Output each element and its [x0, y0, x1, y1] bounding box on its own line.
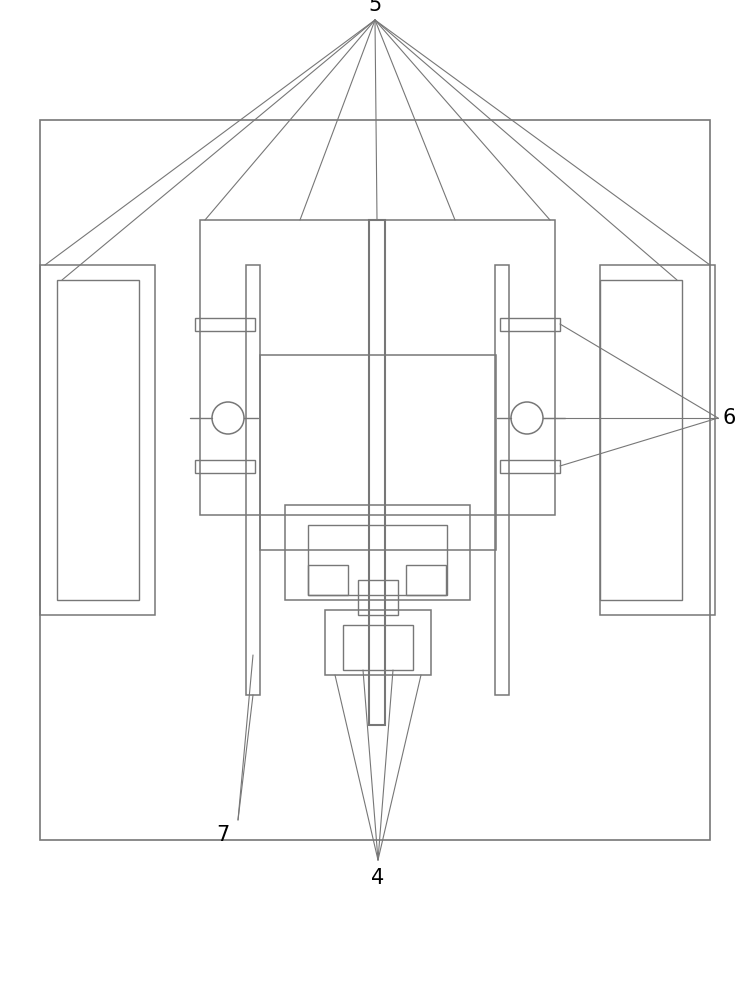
Bar — [200, 220, 555, 515]
Bar — [369, 220, 385, 725]
Text: 6: 6 — [723, 408, 737, 428]
Bar — [600, 280, 682, 600]
Bar — [285, 505, 470, 600]
Bar — [308, 565, 348, 595]
Bar — [406, 565, 446, 595]
Bar — [40, 265, 155, 615]
Bar — [260, 355, 496, 550]
Bar — [246, 265, 260, 695]
Bar — [343, 625, 413, 670]
Bar — [600, 265, 715, 615]
Bar — [195, 460, 255, 473]
Bar — [195, 318, 255, 331]
Bar — [325, 610, 431, 675]
Bar — [358, 580, 398, 615]
Bar — [308, 525, 447, 595]
Text: 7: 7 — [216, 825, 230, 845]
Text: 4: 4 — [372, 868, 385, 888]
Text: 5: 5 — [369, 0, 382, 15]
Bar — [40, 120, 710, 840]
Bar — [500, 460, 560, 473]
Bar — [495, 265, 509, 695]
Bar — [57, 280, 139, 600]
Bar — [500, 318, 560, 331]
